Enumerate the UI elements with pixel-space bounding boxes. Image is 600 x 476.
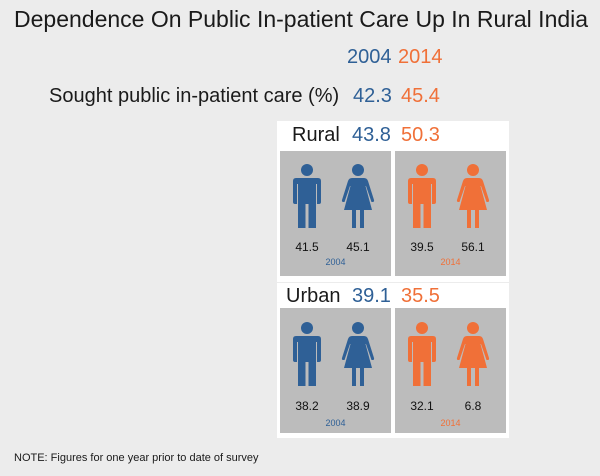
urban-value-2004: 39.1	[352, 285, 391, 307]
urban-2004-male-value: 38.2	[295, 399, 319, 413]
overall-label: Sought public in-patient care (%)	[49, 85, 340, 107]
female-icon	[456, 164, 490, 228]
rural-value-2004: 43.8	[352, 124, 391, 146]
rural-2014-male-value: 39.5	[410, 240, 434, 254]
page-title: Dependence On Public In-patient Care Up …	[14, 6, 589, 32]
urban-label: Urban	[286, 285, 341, 307]
urban-2014-male-value: 32.1	[410, 399, 434, 413]
rural-panel: Rural 43.8 50.3 41.5 45.1 2004 39.5 56.1…	[277, 121, 509, 282]
urban-2004-female-value: 38.9	[346, 399, 370, 413]
rural-2014-year-label: 2014	[440, 257, 461, 267]
male-icon	[407, 164, 437, 228]
year-header-2014: 2014	[398, 46, 443, 68]
male-icon	[407, 322, 437, 386]
year-header-2004: 2004	[347, 46, 392, 68]
overall-value-2004: 42.3	[353, 85, 392, 107]
urban-2004-year-label: 2004	[325, 418, 346, 428]
rural-2014-female-value: 56.1	[461, 240, 485, 254]
rural-2004-box: 41.5 45.1 2004	[280, 151, 391, 276]
rural-2004-year-label: 2004	[325, 257, 346, 267]
footnote: NOTE: Figures for one year prior to date…	[14, 452, 259, 464]
rural-value-2014: 50.3	[401, 124, 440, 146]
rural-2004-female-value: 45.1	[346, 240, 370, 254]
urban-2004-box: 38.2 38.9 2004	[280, 308, 391, 433]
urban-2014-year-label: 2014	[440, 418, 461, 428]
urban-2014-female-value: 6.8	[464, 399, 482, 413]
male-icon	[292, 164, 322, 228]
female-icon	[341, 322, 375, 386]
overall-value-2014: 45.4	[401, 85, 440, 107]
rural-label: Rural	[292, 124, 340, 146]
urban-panel: Urban 39.1 35.5 38.2 38.9 2004 32.1 6.8 …	[277, 283, 509, 438]
urban-2014-box: 32.1 6.8 2014	[395, 308, 506, 433]
female-icon	[456, 322, 490, 386]
urban-value-2014: 35.5	[401, 285, 440, 307]
male-icon	[292, 322, 322, 386]
rural-2014-box: 39.5 56.1 2014	[395, 151, 506, 276]
female-icon	[341, 164, 375, 228]
rural-2004-male-value: 41.5	[295, 240, 319, 254]
